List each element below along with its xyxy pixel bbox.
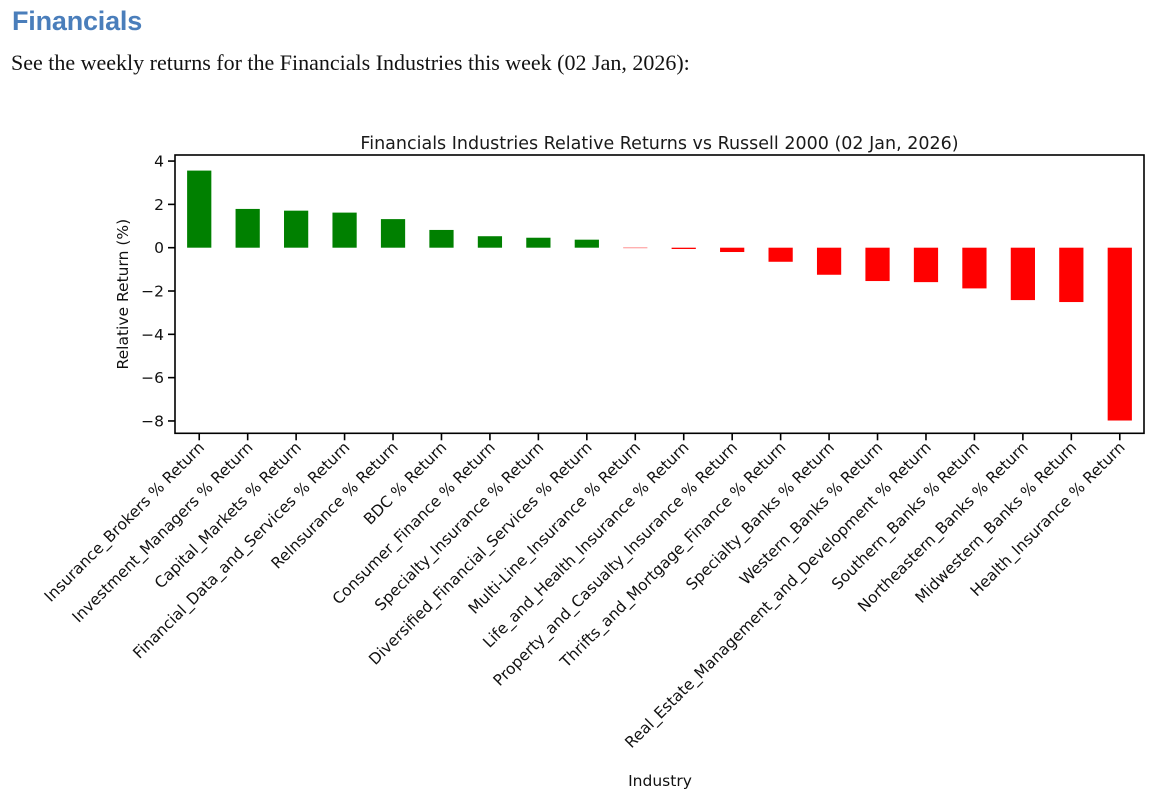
bar: [477, 236, 503, 248]
y-tick-label: 4: [154, 153, 164, 171]
plot-border: [174, 154, 1145, 435]
chart-title: Financials Industries Relative Returns v…: [360, 134, 958, 154]
bar: [526, 237, 551, 248]
y-tick-label: −2: [141, 283, 164, 301]
bar: [187, 170, 212, 248]
bar: [1059, 247, 1084, 303]
x-tick-label: Investment_Managers % Return: [69, 438, 257, 626]
y-tick-label: −8: [141, 413, 164, 431]
y-tick-label: −6: [141, 369, 164, 387]
bar: [1107, 247, 1132, 421]
y-axis-label: Relative Return (%): [114, 219, 132, 370]
y-tick-label: −4: [141, 326, 164, 344]
bar: [913, 247, 939, 283]
bar: [380, 219, 406, 248]
bar: [768, 247, 793, 262]
x-axis-label: Industry: [628, 772, 692, 790]
bar: [284, 210, 309, 248]
bar: [865, 247, 890, 282]
x-tick-label: Thrifts_and_Mortgage_Finance % Return: [556, 438, 790, 672]
bar: [816, 247, 842, 275]
intro-text: See the weekly returns for the Financial…: [11, 50, 690, 75]
bar: [574, 239, 599, 248]
bar: [720, 247, 745, 253]
bar: [332, 212, 357, 248]
bar: [429, 229, 454, 248]
bar: [1010, 247, 1035, 301]
bar: [235, 208, 260, 248]
y-tick-label: 0: [154, 239, 164, 257]
y-tick-label: 2: [154, 196, 164, 214]
section-heading: Financials: [12, 6, 143, 36]
x-tick-label: BDC % Return: [360, 438, 450, 528]
x-tick-label: Diversified_Financial_Services % Return: [365, 438, 596, 669]
bar: [962, 247, 987, 289]
bar: [671, 247, 696, 249]
